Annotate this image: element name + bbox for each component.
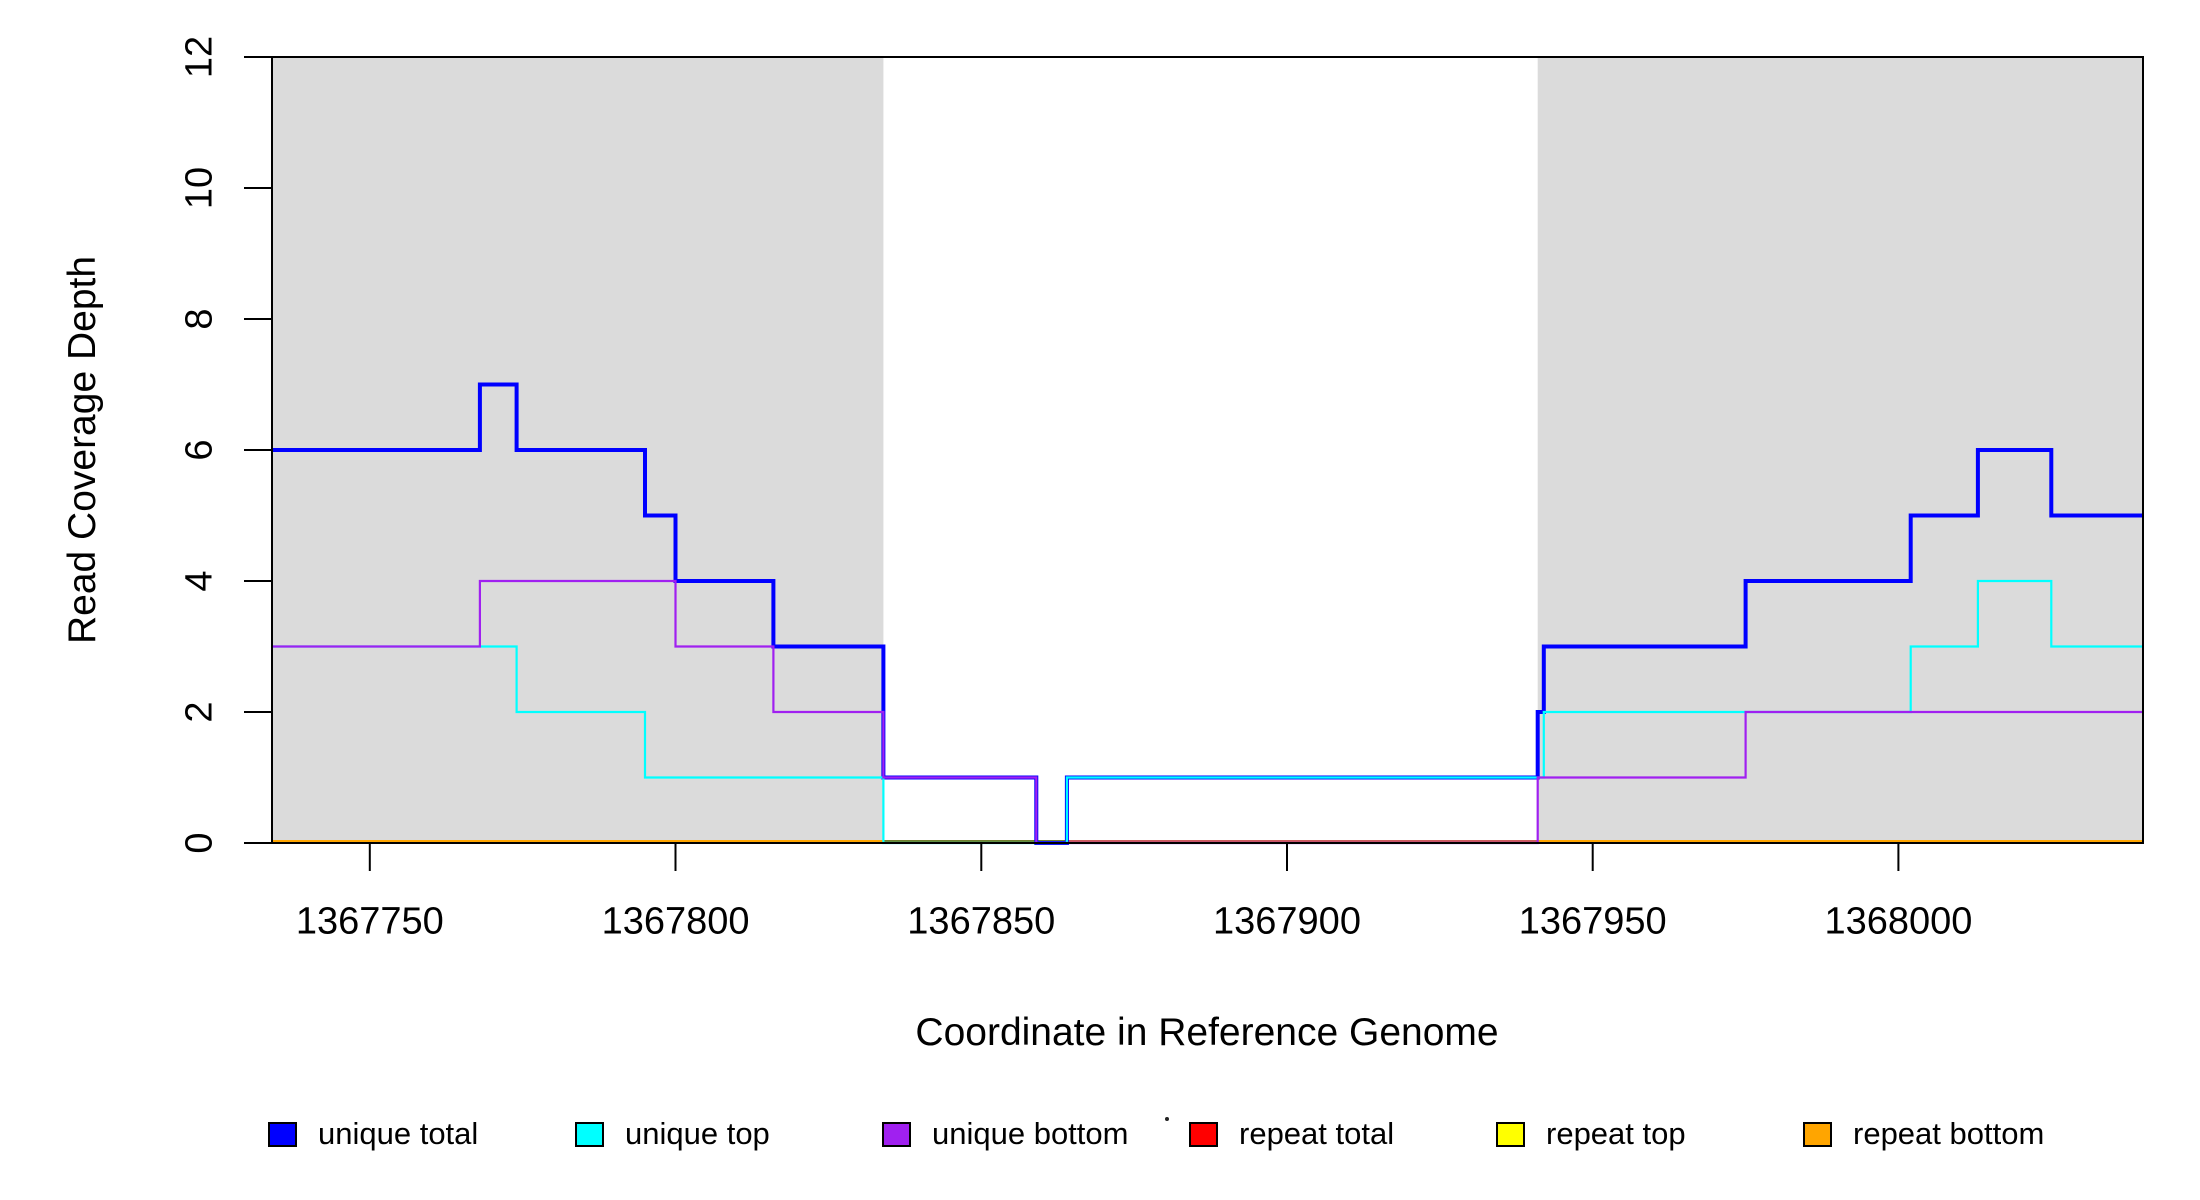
x-tick-label: 1367800	[601, 900, 750, 943]
x-axis-title: Coordinate in Reference Genome	[915, 1011, 1499, 1054]
legend-label-unique-total: unique total	[318, 1116, 479, 1151]
legend-label-unique-bottom: unique bottom	[932, 1116, 1129, 1151]
y-tick-label: 12	[178, 35, 221, 79]
stray-dot-mark	[1165, 1117, 1169, 1121]
y-axis-title: Read Coverage Depth	[61, 255, 104, 645]
y-tick-label: 8	[178, 308, 221, 330]
legend-label-unique-top: unique top	[625, 1116, 770, 1151]
x-tick-label: 1367900	[1213, 900, 1361, 943]
plot-frame	[271, 56, 2144, 844]
y-tick-label: 10	[178, 166, 221, 210]
legend-swatch-unique-total	[268, 1122, 297, 1147]
legend-label-repeat-total: repeat total	[1239, 1116, 1395, 1151]
legend-swatch-repeat-total	[1189, 1122, 1218, 1147]
series-unique-bottom	[272, 579, 2143, 845]
legend-swatch-unique-bottom	[882, 1122, 911, 1147]
y-tick-label: 4	[178, 570, 221, 592]
y-tick-label: 0	[178, 832, 221, 854]
x-tick-label: 1367950	[1518, 900, 1667, 943]
series-unique-top	[272, 579, 2143, 845]
legend-label-repeat-top: repeat top	[1546, 1116, 1686, 1151]
legend-label-repeat-bottom: repeat bottom	[1853, 1116, 2045, 1151]
y-tick-label: 6	[178, 439, 221, 461]
x-tick-label: 1367850	[907, 900, 1056, 943]
x-tick-label: 1368000	[1824, 900, 1973, 943]
legend-swatch-repeat-bottom	[1803, 1122, 1832, 1147]
y-tick-label: 2	[178, 701, 221, 723]
legend-swatch-unique-top	[575, 1122, 604, 1147]
x-tick-label: 1367750	[295, 900, 444, 943]
legend-swatch-repeat-top	[1496, 1122, 1525, 1147]
